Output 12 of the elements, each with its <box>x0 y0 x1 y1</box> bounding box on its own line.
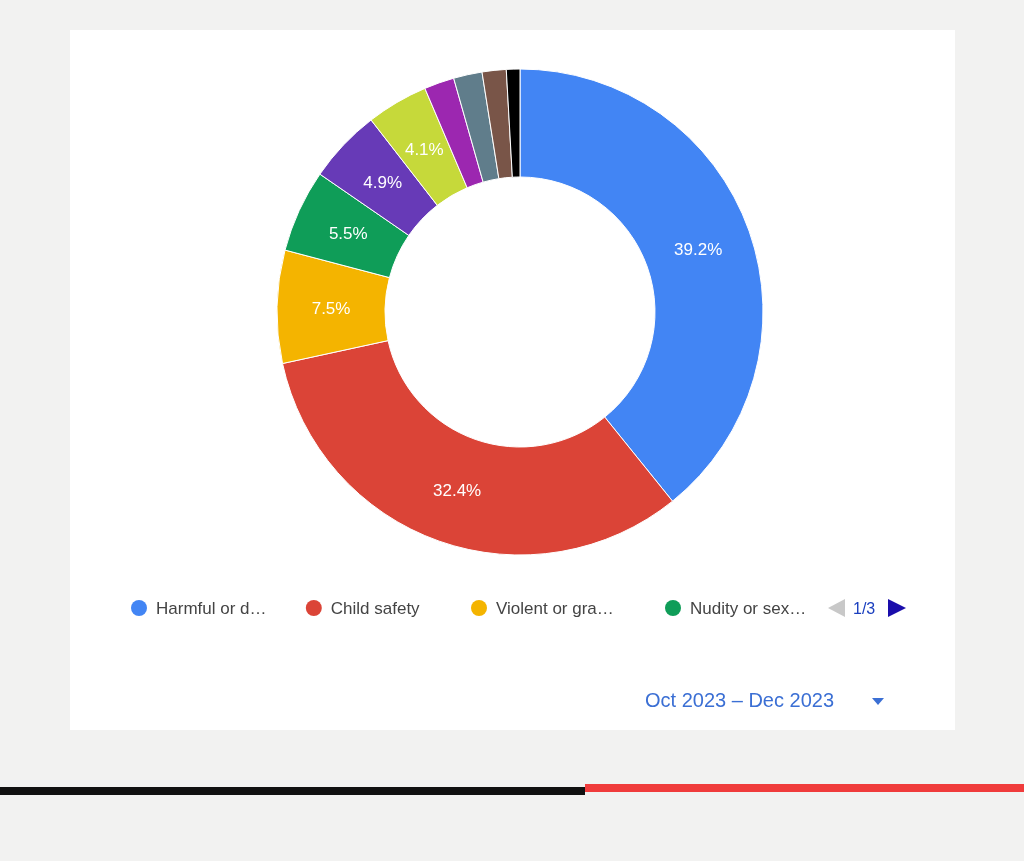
data-label: 5.5% <box>328 224 368 244</box>
data-label: 4.1% <box>404 139 444 159</box>
legend-label: Child safety <box>330 598 421 618</box>
text: Oct 2023 – Dec 2023 <box>645 689 835 711</box>
legend-label: Violent or gra… <box>496 598 614 618</box>
data-label: 32.4% <box>433 481 482 501</box>
data-label: 39.2% <box>674 240 723 260</box>
text: 1/3 <box>853 599 876 617</box>
data-label: 7.5% <box>311 298 351 318</box>
data-label: 4.9% <box>363 173 403 193</box>
legend-label: Nudity or sex… <box>690 598 807 618</box>
legend-label: Harmful or d… <box>156 598 267 618</box>
